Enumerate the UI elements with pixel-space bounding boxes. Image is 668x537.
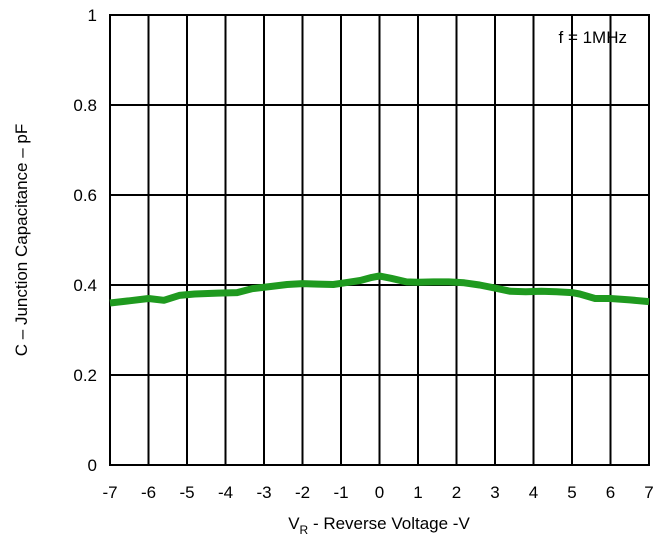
x-tick-label: -1 [333, 483, 348, 502]
x-axis-title-rest: - Reverse Voltage -V [308, 514, 470, 533]
x-tick-label: -6 [141, 483, 156, 502]
x-tick-label: 0 [375, 483, 384, 502]
y-tick-labels: 0 0.2 0.4 0.6 0.8 1 [73, 6, 97, 475]
x-axis-title-sub: R [300, 523, 309, 537]
y-tick-label: 0 [88, 456, 97, 475]
y-tick-label: 1 [88, 6, 97, 25]
x-tick-label: -2 [295, 483, 310, 502]
x-tick-label: 2 [452, 483, 461, 502]
x-tick-label: 3 [490, 483, 499, 502]
x-tick-label: -7 [102, 483, 117, 502]
plot-frame [109, 14, 650, 466]
grid [110, 15, 649, 465]
x-tick-label: 6 [606, 483, 615, 502]
x-tick-label: 4 [529, 483, 538, 502]
y-axis-title: C – Junction Capacitance – pF [12, 124, 31, 356]
x-tick-labels: -7 -6 -5 -4 -3 -2 -1 0 1 2 3 4 5 6 7 [102, 483, 653, 502]
series-line-0 [109, 272, 650, 307]
x-tick-label: -3 [256, 483, 271, 502]
x-tick-label: -4 [218, 483, 233, 502]
annotation-frequency: f = 1MHz [559, 28, 628, 47]
y-tick-label: 0.2 [73, 366, 97, 385]
y-tick-label: 0.4 [73, 276, 97, 295]
x-axis-title-main: V [288, 514, 300, 533]
y-tick-label: 0.6 [73, 186, 97, 205]
series-group [109, 272, 650, 307]
x-tick-label: 1 [413, 483, 422, 502]
x-axis-title: VR - Reverse Voltage -V [288, 514, 470, 537]
y-tick-label: 0.8 [73, 96, 97, 115]
x-tick-label: -5 [179, 483, 194, 502]
x-tick-label: 7 [644, 483, 653, 502]
x-tick-label: 5 [567, 483, 576, 502]
